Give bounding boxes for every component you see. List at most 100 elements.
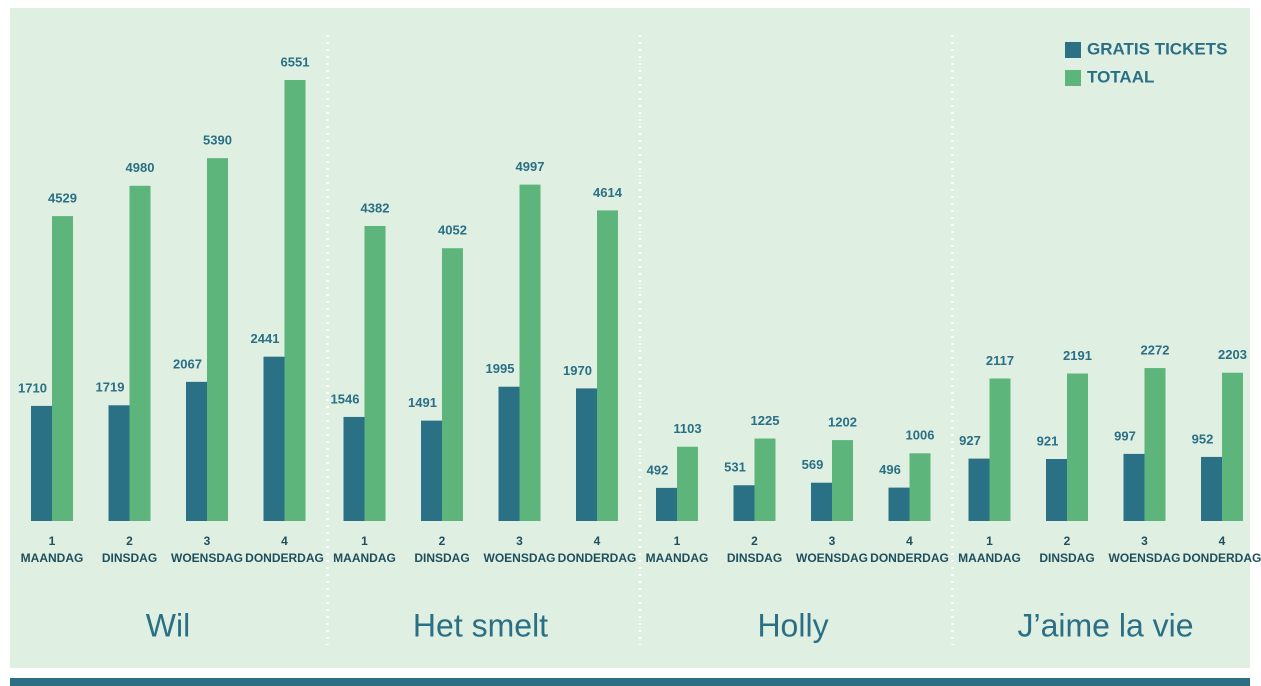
bar [909, 453, 931, 521]
day-name: DONDERDAG [245, 551, 324, 565]
day-name: DINSDAG [727, 551, 782, 565]
bar [364, 226, 386, 521]
value-label: 4382 [361, 200, 390, 215]
value-label: 927 [959, 433, 981, 448]
value-label: 1006 [906, 428, 935, 443]
value-label: 2441 [251, 331, 280, 346]
bottom-band [10, 678, 1250, 686]
value-label: 4614 [593, 185, 623, 200]
value-label: 2117 [986, 353, 1014, 368]
bar [343, 416, 365, 521]
bar [576, 388, 597, 521]
value-label: 1995 [486, 361, 515, 376]
group-label: J’aime la vie [1017, 607, 1193, 643]
day-number: 2 [751, 534, 758, 548]
bar [1046, 459, 1067, 521]
bar [108, 405, 130, 521]
value-label: 1103 [673, 421, 701, 436]
value-label: 492 [647, 462, 669, 477]
bar [52, 216, 73, 521]
day-number: 1 [361, 534, 368, 548]
bar [733, 485, 755, 521]
bar [31, 405, 52, 521]
bar [811, 482, 832, 521]
bar [968, 458, 990, 521]
day-number: 4 [906, 534, 913, 548]
day-name: DONDERDAG [870, 551, 949, 565]
day-number: 3 [516, 534, 523, 548]
value-label: 997 [1114, 428, 1136, 443]
value-label: 4980 [126, 160, 155, 175]
day-name: DINSDAG [102, 551, 157, 565]
value-label: 921 [1037, 433, 1059, 448]
day-name: MAANDAG [646, 551, 709, 565]
value-label: 4052 [438, 223, 467, 238]
day-name: DINSDAG [414, 551, 469, 565]
day-number: 4 [281, 534, 288, 548]
bar [519, 184, 541, 521]
value-label: 1970 [563, 363, 592, 378]
bar [677, 446, 698, 521]
bar [597, 210, 618, 521]
day-name: DONDERDAG [1183, 551, 1261, 565]
day-name: WOENSDAG [171, 551, 243, 565]
day-number: 1 [986, 534, 993, 548]
value-label: 2067 [173, 356, 202, 371]
bar [263, 356, 285, 521]
value-label: 5390 [203, 133, 232, 148]
value-label: 496 [879, 462, 901, 477]
bar [888, 487, 910, 521]
value-label: 531 [724, 460, 746, 475]
bar [832, 440, 853, 521]
value-label: 2191 [1063, 348, 1092, 363]
value-label: 6551 [281, 54, 310, 69]
bar [207, 158, 228, 521]
day-number: 3 [204, 534, 211, 548]
value-label: 1710 [18, 380, 47, 395]
value-label: 569 [802, 457, 824, 472]
bar [284, 80, 306, 521]
day-number: 4 [594, 534, 601, 548]
day-number: 2 [126, 534, 133, 548]
legend-swatch [1065, 42, 1081, 58]
value-label: 2203 [1218, 347, 1247, 362]
group-label: Het smelt [413, 607, 548, 643]
day-number: 2 [439, 534, 446, 548]
value-label: 4529 [48, 191, 77, 206]
bar [442, 248, 463, 521]
day-name: MAANDAG [958, 551, 1021, 565]
bar [1144, 368, 1166, 521]
value-label: 1225 [751, 413, 780, 428]
bar [1201, 456, 1222, 521]
bar [1123, 453, 1145, 521]
day-number: 1 [674, 534, 681, 548]
day-number: 2 [1064, 534, 1071, 548]
day-number: 1 [49, 534, 56, 548]
bar [129, 185, 151, 521]
value-label: 952 [1192, 431, 1214, 446]
value-label: 4997 [516, 159, 545, 174]
day-name: WOENSDAG [1109, 551, 1181, 565]
day-name: DONDERDAG [558, 551, 637, 565]
day-number: 4 [1219, 534, 1226, 548]
value-label: 1546 [331, 391, 360, 406]
bar [989, 378, 1011, 521]
bar [754, 438, 776, 521]
bar [656, 487, 677, 521]
background [10, 8, 1250, 668]
bar [1222, 372, 1243, 521]
legend-label: TOTAAL [1087, 67, 1154, 86]
legend-label: GRATIS TICKETS [1087, 39, 1227, 58]
bar [186, 381, 207, 521]
group-label: Holly [757, 607, 828, 643]
day-number: 3 [829, 534, 836, 548]
bar [498, 386, 520, 521]
bar [1067, 373, 1088, 521]
day-name: WOENSDAG [484, 551, 556, 565]
value-label: 1202 [828, 415, 857, 430]
day-name: WOENSDAG [796, 551, 868, 565]
bar [421, 420, 442, 521]
group-label: Wil [146, 607, 190, 643]
value-label: 2272 [1141, 342, 1170, 357]
